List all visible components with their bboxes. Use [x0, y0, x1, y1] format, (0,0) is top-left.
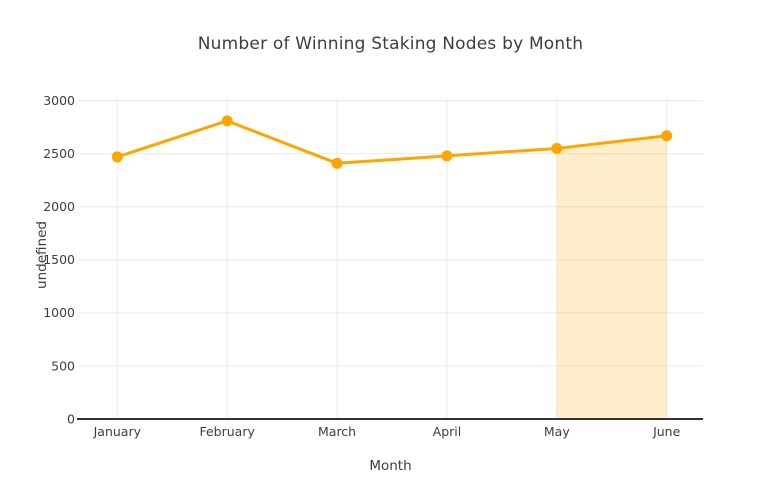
x-tick-label: March [318, 424, 356, 439]
x-tick-label: January [93, 424, 142, 439]
data-point-may[interactable] [551, 142, 563, 154]
data-point-march[interactable] [331, 157, 343, 169]
y-tick-label: 500 [51, 358, 75, 373]
x-tick-label: April [433, 424, 462, 439]
x-tick-label: May [544, 424, 570, 439]
y-tick-label: 1500 [43, 252, 75, 267]
data-line [115, 119, 669, 165]
y-tick-label: 0 [67, 411, 75, 426]
y-tick-label: 2000 [43, 199, 75, 214]
data-point-june[interactable] [661, 130, 673, 142]
chart-title: Number of Winning Staking Nodes by Month [197, 34, 584, 54]
data-point-february[interactable] [221, 115, 233, 127]
highlight-region [556, 135, 667, 419]
x-axis-title: Month [369, 458, 412, 474]
x-tick-label: February [199, 424, 255, 439]
y-tick-label: 3000 [43, 93, 75, 108]
y-tick-label: 2500 [43, 146, 75, 161]
x-tick-label: June [652, 424, 681, 439]
y-tick-label: 1000 [43, 305, 75, 320]
data-point-january[interactable] [111, 151, 123, 163]
data-point-april[interactable] [441, 150, 453, 162]
